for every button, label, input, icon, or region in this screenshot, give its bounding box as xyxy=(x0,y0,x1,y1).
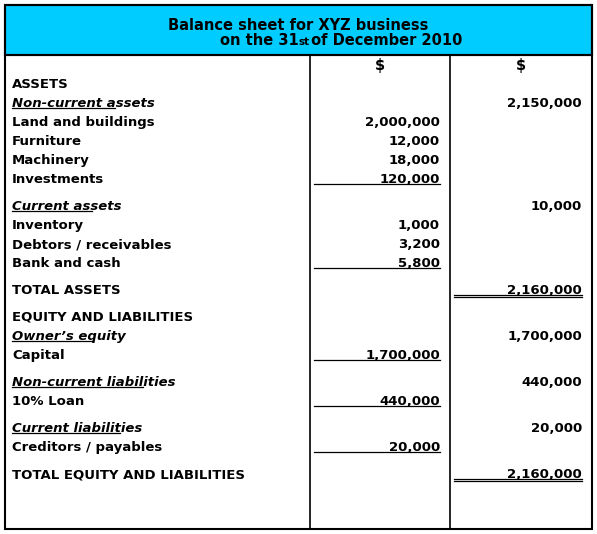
Text: 1,000: 1,000 xyxy=(398,219,440,232)
Text: Non-current liabilities: Non-current liabilities xyxy=(12,376,176,389)
Text: 18,000: 18,000 xyxy=(389,154,440,167)
Text: 20,000: 20,000 xyxy=(389,441,440,454)
Text: Investments: Investments xyxy=(12,173,104,186)
Text: 12,000: 12,000 xyxy=(389,135,440,148)
Text: Balance sheet for XYZ business: Balance sheet for XYZ business xyxy=(168,18,429,33)
Text: Land and buildings: Land and buildings xyxy=(12,116,155,129)
Text: 2,160,000: 2,160,000 xyxy=(507,468,582,481)
Text: TOTAL EQUITY AND LIABILITIES: TOTAL EQUITY AND LIABILITIES xyxy=(12,468,245,481)
Text: 5,800: 5,800 xyxy=(398,257,440,270)
Text: 1,700,000: 1,700,000 xyxy=(365,349,440,362)
Text: 120,000: 120,000 xyxy=(380,173,440,186)
Text: 20,000: 20,000 xyxy=(531,422,582,435)
Text: Capital: Capital xyxy=(12,349,64,362)
Text: Current liabilities: Current liabilities xyxy=(12,422,142,435)
Text: EQUITY AND LIABILITIES: EQUITY AND LIABILITIES xyxy=(12,311,193,324)
Text: 2,150,000: 2,150,000 xyxy=(507,97,582,110)
Text: 440,000: 440,000 xyxy=(379,395,440,408)
Text: 1,700,000: 1,700,000 xyxy=(507,330,582,343)
Bar xyxy=(5,5,592,55)
Text: 2,000,000: 2,000,000 xyxy=(365,116,440,129)
Text: TOTAL ASSETS: TOTAL ASSETS xyxy=(12,284,121,297)
Text: st: st xyxy=(298,37,310,47)
Text: of December 2010: of December 2010 xyxy=(306,33,462,48)
Text: on the 31: on the 31 xyxy=(220,33,298,48)
Text: Creditors / payables: Creditors / payables xyxy=(12,441,162,454)
Text: Non-current assets: Non-current assets xyxy=(12,97,155,110)
Text: $: $ xyxy=(516,58,526,73)
Text: 10,000: 10,000 xyxy=(531,200,582,213)
Text: Machinery: Machinery xyxy=(12,154,90,167)
Text: Owner’s equity: Owner’s equity xyxy=(12,330,126,343)
Text: Debtors / receivables: Debtors / receivables xyxy=(12,238,171,251)
Text: $: $ xyxy=(375,58,385,73)
Text: ASSETS: ASSETS xyxy=(12,78,69,91)
Text: Furniture: Furniture xyxy=(12,135,82,148)
Text: Bank and cash: Bank and cash xyxy=(12,257,121,270)
Text: 440,000: 440,000 xyxy=(521,376,582,389)
Text: Inventory: Inventory xyxy=(12,219,84,232)
Text: 10% Loan: 10% Loan xyxy=(12,395,84,408)
Text: 3,200: 3,200 xyxy=(398,238,440,251)
Text: 2,160,000: 2,160,000 xyxy=(507,284,582,297)
Text: Current assets: Current assets xyxy=(12,200,122,213)
